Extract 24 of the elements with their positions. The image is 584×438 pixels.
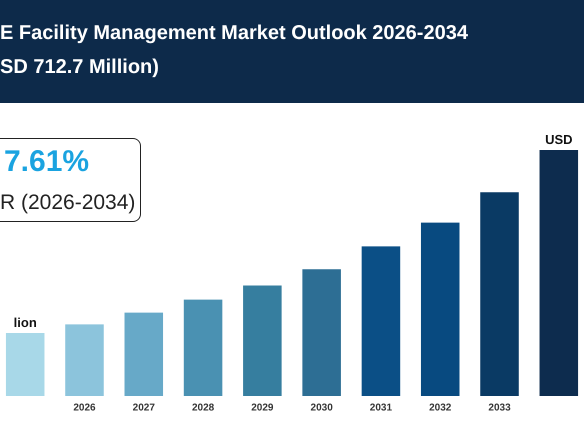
chart-subtitle: SD 712.7 Million) [0, 56, 159, 79]
bar [243, 286, 282, 396]
bar [420, 222, 460, 396]
bar [65, 324, 104, 396]
bar [6, 333, 44, 396]
x-tick-label: 2027 [132, 402, 156, 414]
bar [184, 300, 222, 396]
x-tick-label: 2026 [73, 402, 96, 414]
text: USD [545, 132, 573, 147]
annotation: 7.61% [4, 145, 90, 179]
bar [362, 246, 400, 396]
x-tick-label: 2032 [429, 402, 452, 414]
x-tick-label: 2031 [370, 402, 392, 414]
bar [480, 192, 519, 396]
annotation: R (2026-2034) [0, 191, 136, 215]
bar [302, 269, 341, 396]
x-tick-label: 2029 [251, 402, 274, 414]
x-tick-label: 2028 [192, 402, 215, 414]
annotation: lion [14, 315, 37, 330]
chart-title: E Facility Management Market Outlook 2026-2034 [0, 22, 468, 45]
x-tick-label: 2033 [488, 402, 512, 414]
bar [540, 150, 578, 396]
x-tick-label: 2030 [310, 402, 334, 414]
bar [124, 312, 164, 396]
